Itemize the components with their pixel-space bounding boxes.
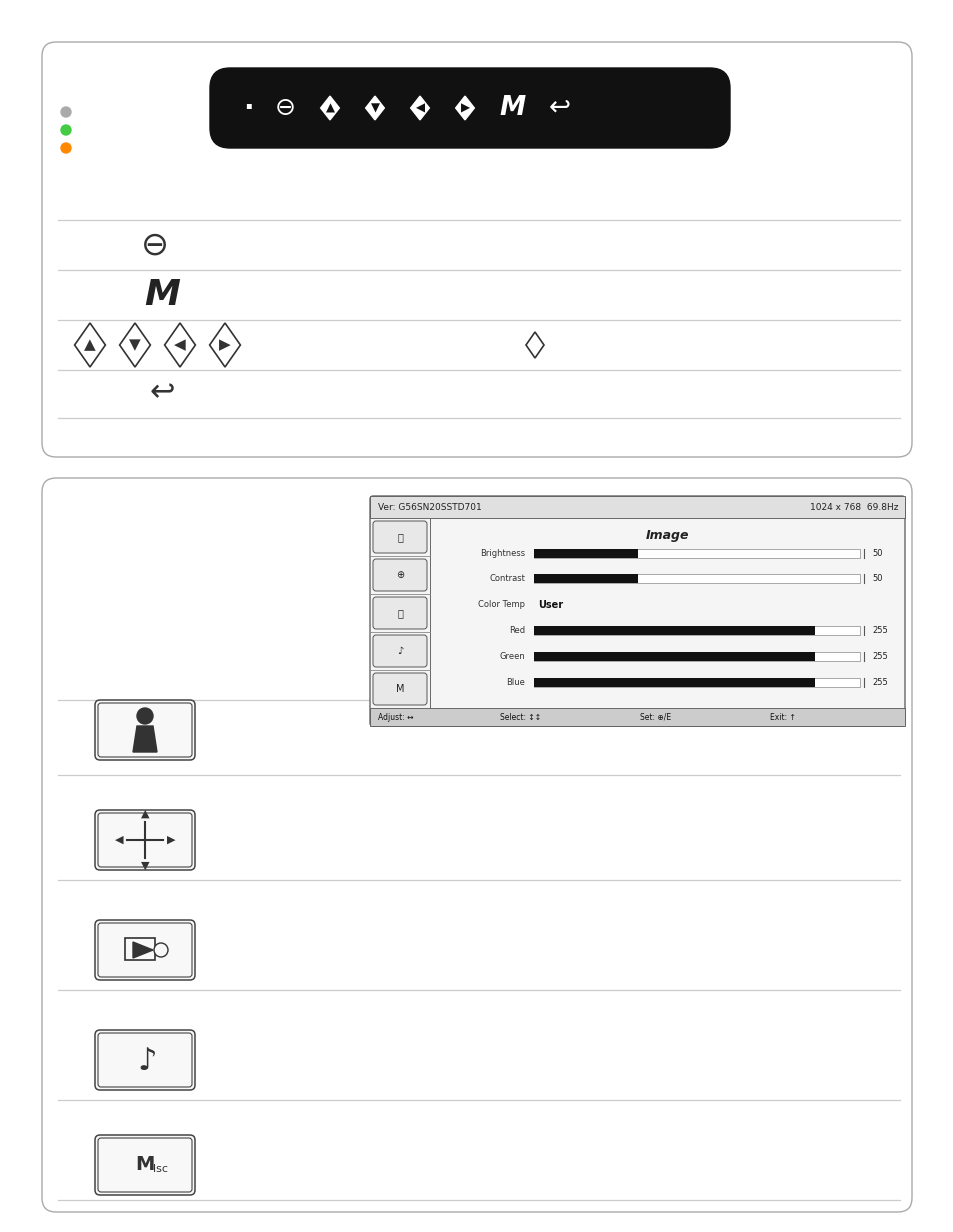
Bar (534, 548, 637, 558)
Text: ▶: ▶ (219, 338, 231, 352)
Text: ◀: ◀ (174, 338, 186, 352)
Text: ↩: ↩ (149, 378, 174, 408)
Text: ↩: ↩ (548, 95, 571, 121)
Circle shape (153, 942, 168, 957)
Text: Exit: ↑: Exit: ↑ (769, 712, 795, 722)
Text: 255: 255 (871, 678, 887, 686)
Text: 255: 255 (871, 626, 887, 634)
Text: Image: Image (645, 529, 688, 542)
Text: M: M (144, 278, 180, 312)
FancyBboxPatch shape (373, 521, 427, 553)
Text: M: M (135, 1156, 154, 1174)
Text: Blue: Blue (506, 678, 524, 686)
Polygon shape (410, 96, 429, 120)
Text: Contrast: Contrast (489, 574, 524, 584)
Text: 50: 50 (871, 574, 882, 584)
FancyBboxPatch shape (42, 42, 911, 457)
Text: Red: Red (508, 626, 524, 634)
Circle shape (61, 107, 71, 117)
Text: Ver: G56SN20SSTD701: Ver: G56SN20SSTD701 (377, 503, 481, 511)
FancyBboxPatch shape (373, 559, 427, 591)
Text: Brightness: Brightness (479, 548, 524, 558)
Text: ⊖: ⊖ (274, 96, 295, 120)
FancyBboxPatch shape (95, 1135, 194, 1195)
Text: Adjust: ↔: Adjust: ↔ (377, 712, 413, 722)
Bar (534, 626, 815, 634)
Bar (125, 938, 154, 960)
Bar (534, 652, 859, 660)
Text: ▶: ▶ (167, 835, 175, 845)
FancyBboxPatch shape (95, 1030, 194, 1090)
Bar (534, 574, 637, 584)
Polygon shape (132, 726, 157, 752)
FancyBboxPatch shape (373, 598, 427, 630)
Polygon shape (365, 96, 384, 120)
Text: ♪: ♪ (396, 646, 403, 655)
Text: M: M (499, 95, 525, 121)
Text: M: M (395, 684, 404, 694)
Text: Green: Green (498, 652, 524, 660)
Bar (534, 678, 815, 686)
Text: ◀: ◀ (416, 101, 424, 115)
Circle shape (137, 708, 152, 724)
Text: ▼: ▼ (129, 338, 141, 352)
Circle shape (61, 143, 71, 153)
FancyBboxPatch shape (373, 673, 427, 705)
Text: ◀: ◀ (114, 835, 123, 845)
Polygon shape (320, 96, 339, 120)
FancyBboxPatch shape (95, 700, 194, 760)
Text: ⊖: ⊖ (141, 228, 169, 261)
Bar (370, 708, 904, 726)
Text: Set: ⊕/E: Set: ⊕/E (639, 712, 670, 722)
FancyBboxPatch shape (210, 68, 729, 148)
Text: ▶: ▶ (460, 101, 469, 115)
Bar (534, 626, 859, 634)
Text: ▲: ▲ (84, 338, 95, 352)
Text: ♪: ♪ (137, 1047, 156, 1077)
Text: ▲: ▲ (325, 101, 335, 115)
FancyBboxPatch shape (95, 920, 194, 979)
Text: ⊕: ⊕ (395, 570, 404, 580)
FancyBboxPatch shape (370, 496, 904, 726)
Text: 255: 255 (871, 652, 887, 660)
Bar (534, 548, 859, 558)
FancyBboxPatch shape (42, 478, 911, 1212)
Bar (370, 496, 904, 517)
Text: 👤: 👤 (396, 532, 402, 542)
Text: 50: 50 (871, 548, 882, 558)
Text: ▼: ▼ (141, 861, 149, 871)
FancyBboxPatch shape (95, 809, 194, 870)
Bar (534, 574, 859, 584)
Text: ▼: ▼ (370, 101, 379, 115)
FancyBboxPatch shape (373, 634, 427, 667)
Text: User: User (537, 600, 562, 610)
Circle shape (61, 124, 71, 136)
Text: lsc: lsc (152, 1164, 168, 1174)
Polygon shape (456, 96, 474, 120)
Polygon shape (132, 942, 152, 958)
Text: ▲: ▲ (141, 809, 149, 819)
Text: Select: ↕↕: Select: ↕↕ (499, 712, 540, 722)
Text: 📷: 📷 (396, 609, 402, 618)
Text: Color Temp: Color Temp (477, 600, 524, 609)
Text: ·: · (242, 94, 253, 122)
Text: 1024 x 768  69.8Hz: 1024 x 768 69.8Hz (810, 503, 898, 511)
Bar (534, 652, 815, 660)
Bar (534, 678, 859, 686)
